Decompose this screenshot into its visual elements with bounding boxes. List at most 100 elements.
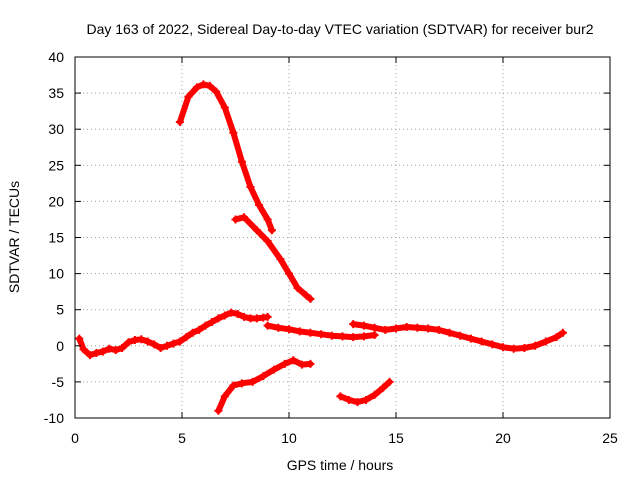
y-tick-label: 5 [56, 302, 64, 318]
data-point [124, 338, 133, 347]
data-point [259, 372, 268, 381]
x-tick-label: 25 [602, 430, 618, 446]
series-arc-3 [75, 308, 272, 360]
data-point [267, 226, 276, 235]
data-point [293, 284, 302, 293]
x-tick-label: 5 [178, 430, 186, 446]
data-point [424, 324, 433, 333]
data-point [175, 337, 184, 346]
data-point [75, 334, 84, 343]
data-point [280, 359, 289, 368]
data-point [220, 311, 229, 320]
series-arc-7 [336, 377, 394, 407]
data-point [263, 215, 272, 224]
series-arc-6 [214, 356, 315, 415]
data-point [263, 237, 272, 246]
data-point [327, 331, 336, 340]
data-point [182, 333, 191, 342]
y-tick-label: 10 [48, 266, 64, 282]
data-point [531, 341, 540, 350]
y-axis-ticks: -10 -5 0 5 10 15 20 25 30 35 40 [44, 49, 610, 426]
data-point [248, 377, 257, 386]
data-point [229, 128, 238, 137]
series-arc-1 [175, 80, 276, 235]
data-point [402, 323, 411, 332]
data-point [233, 310, 242, 319]
data-point [359, 332, 368, 341]
data-point [163, 341, 172, 350]
data-point [105, 344, 114, 353]
data-point [552, 333, 561, 342]
data-point [118, 343, 127, 352]
data-point [207, 317, 216, 326]
data-point [111, 346, 120, 355]
grid [75, 57, 610, 418]
data-point [370, 330, 379, 339]
data-point [237, 157, 246, 166]
data-point [252, 226, 261, 235]
x-axis-label: GPS time / hours [287, 457, 394, 473]
series-arc-2 [231, 213, 315, 303]
data-point [499, 343, 507, 352]
data-point [274, 323, 283, 332]
data-point [156, 343, 165, 352]
data-point [306, 359, 315, 368]
data-point [349, 333, 358, 342]
y-tick-label: 0 [56, 338, 64, 354]
series-arc-4 [263, 321, 379, 342]
data-point [220, 392, 229, 401]
data-point [85, 351, 94, 360]
data-series [75, 80, 567, 415]
data-point [349, 320, 358, 329]
y-tick-label: -10 [44, 410, 64, 426]
data-point [488, 340, 497, 349]
data-point [214, 406, 223, 415]
x-tick-label: 15 [388, 430, 404, 446]
data-point [413, 323, 422, 332]
x-tick-label: 20 [495, 430, 511, 446]
data-point [246, 182, 255, 191]
data-point [237, 379, 246, 388]
data-point [227, 308, 236, 317]
data-point [98, 347, 107, 356]
y-tick-label: 15 [48, 230, 64, 246]
y-tick-label: 20 [48, 193, 64, 209]
data-point [392, 324, 400, 333]
data-point [509, 344, 518, 353]
data-point [289, 356, 298, 365]
data-point [306, 294, 315, 303]
data-point [169, 339, 178, 348]
data-point [297, 360, 306, 369]
chart-title: Day 163 of 2022, Sidereal Day-to-day VTE… [86, 21, 593, 37]
data-point [338, 332, 347, 341]
data-point [79, 345, 88, 354]
data-point [137, 335, 146, 344]
data-point [199, 80, 208, 89]
data-point [370, 390, 379, 399]
data-point [317, 330, 326, 339]
data-point [434, 325, 443, 334]
data-point [381, 325, 390, 334]
data-point [214, 314, 223, 323]
data-point [385, 377, 394, 386]
data-point [477, 337, 486, 346]
data-point [255, 201, 264, 210]
y-axis-label: SDTVAR / TECUs [6, 181, 22, 293]
data-point [362, 395, 371, 404]
data-point [285, 325, 293, 334]
data-point [285, 269, 293, 278]
data-point [192, 83, 201, 92]
data-point [92, 349, 101, 358]
data-point [231, 215, 240, 224]
data-point [306, 328, 315, 337]
data-point [379, 383, 388, 392]
x-tick-label: 10 [281, 430, 297, 446]
data-point [353, 398, 362, 407]
y-tick-label: 40 [48, 49, 64, 65]
data-point [520, 343, 529, 352]
data-point [263, 321, 272, 330]
data-point [295, 327, 304, 336]
data-point [220, 103, 229, 112]
data-point [445, 328, 454, 337]
data-point [212, 87, 221, 96]
